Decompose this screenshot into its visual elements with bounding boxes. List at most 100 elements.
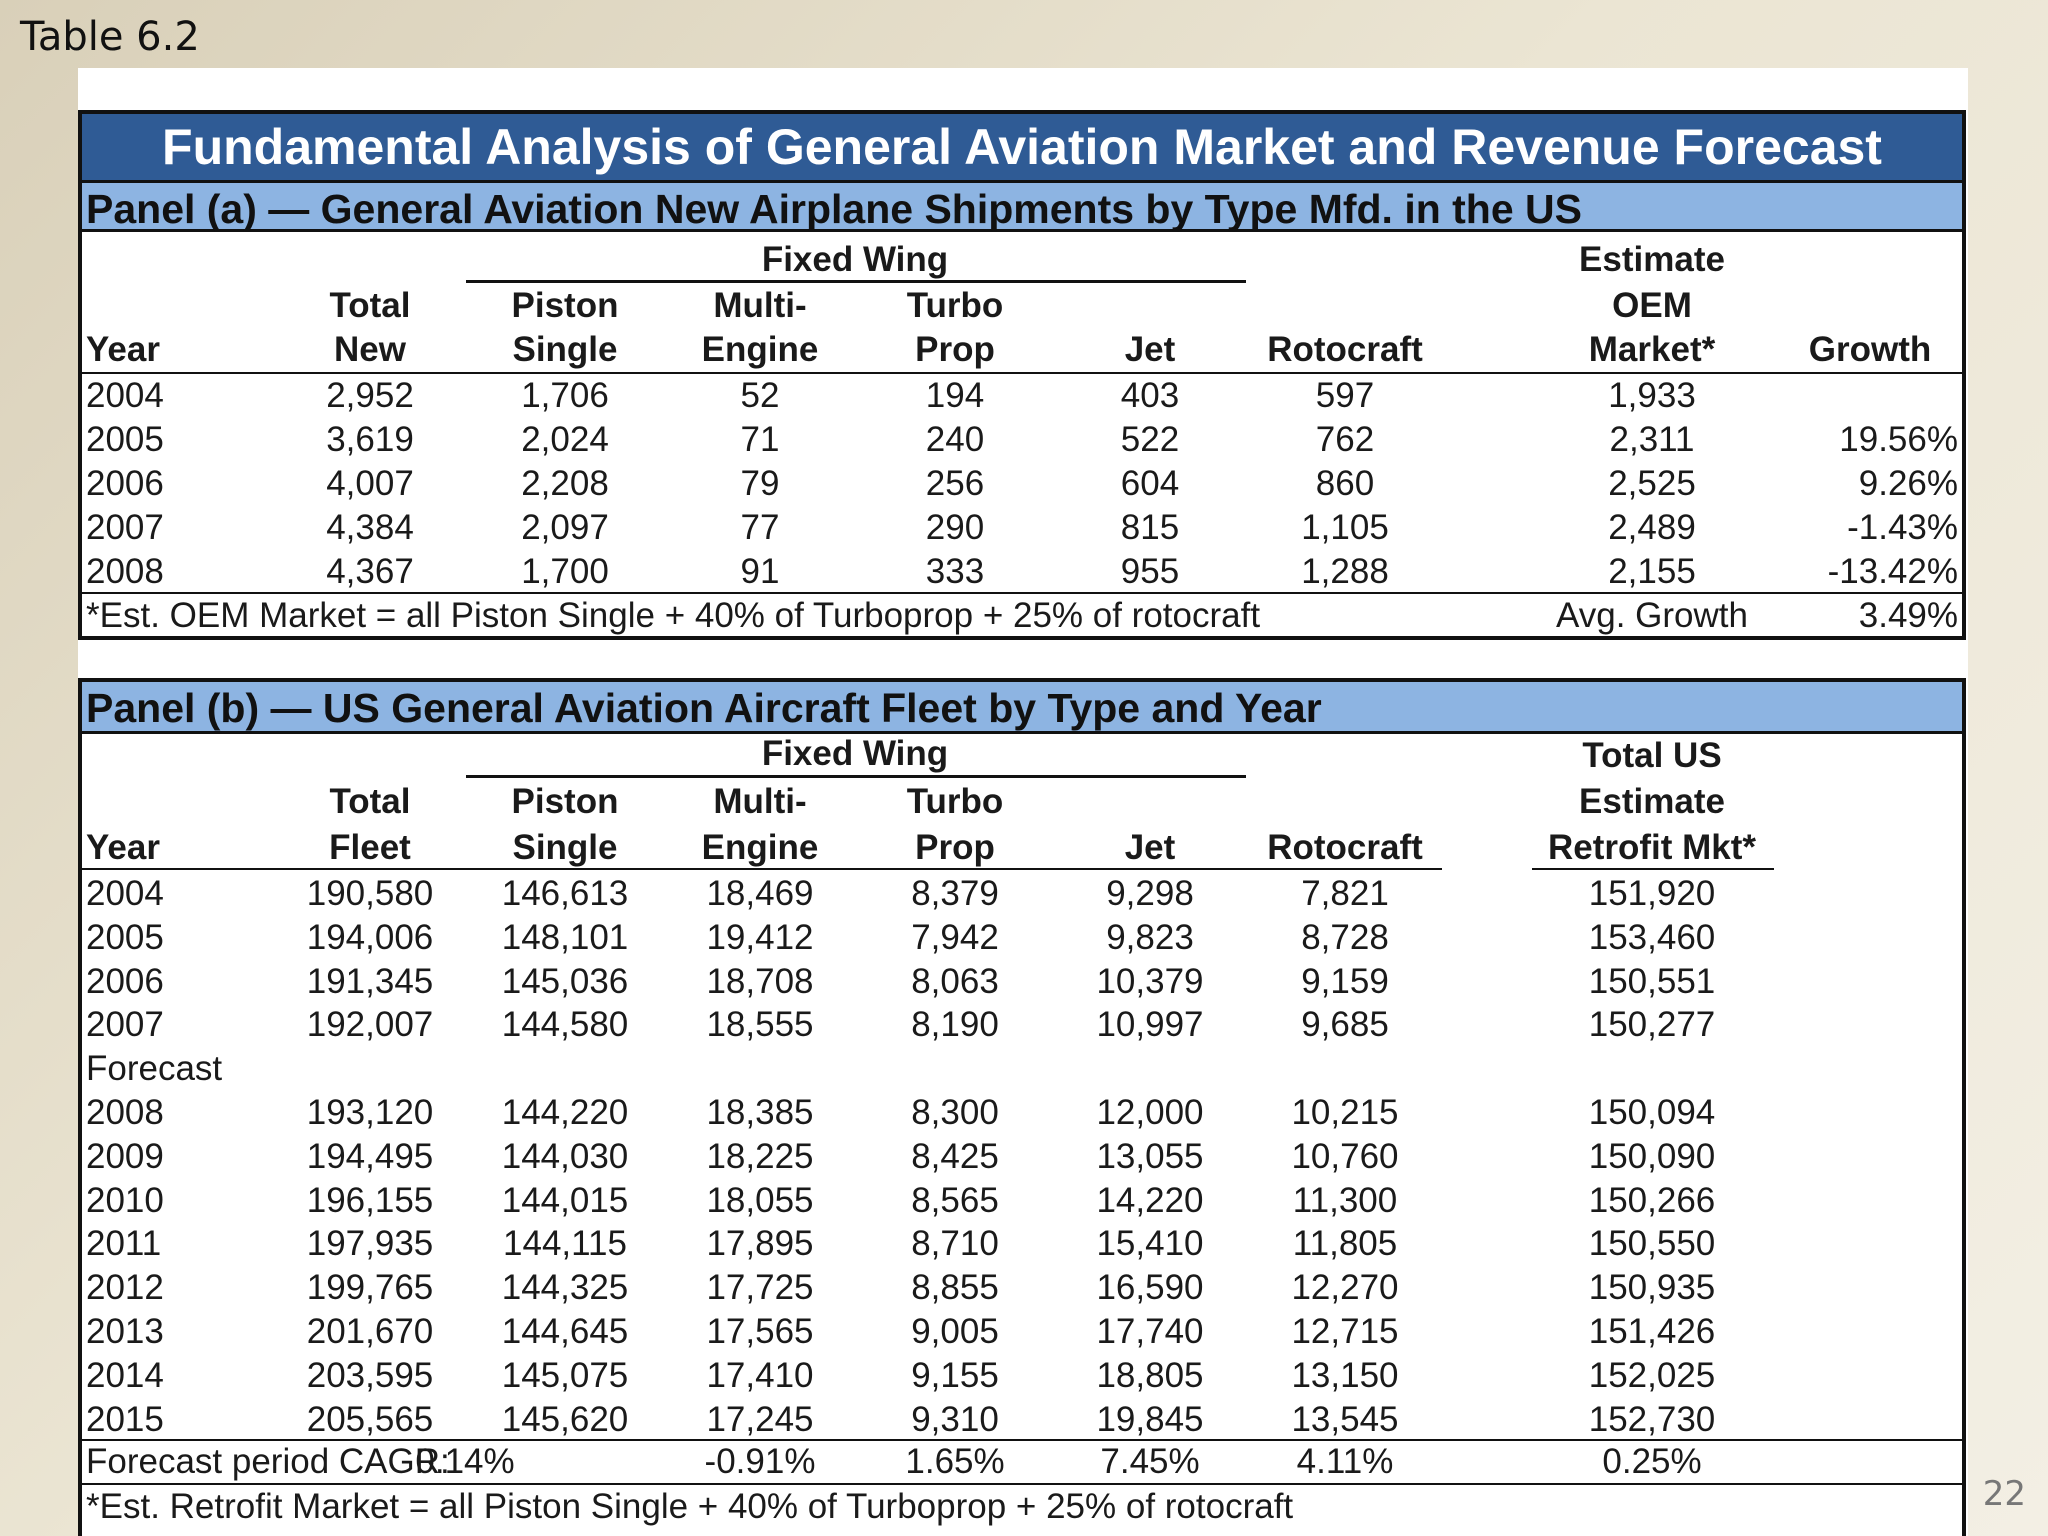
- table-cell: 1,288: [1301, 552, 1389, 591]
- table-cell: 256: [925, 464, 985, 503]
- table-cell: 145,036: [501, 961, 629, 1001]
- slide-label: Table 6.2: [20, 14, 200, 60]
- panel-a-heading: Panel (a) — General Aviation New Airplan…: [82, 180, 1962, 232]
- table-cell: 91: [740, 552, 780, 591]
- table-cell: 17,245: [706, 1399, 814, 1439]
- col-header-multi-1: Multi-: [713, 286, 807, 325]
- table-cell: 10,997: [1096, 1005, 1204, 1045]
- col-header-turbo-b-1: Turbo: [906, 782, 1004, 821]
- table-cell: 18,708: [706, 961, 814, 1001]
- table-cell: 17,725: [706, 1268, 814, 1308]
- row-year: 2008: [86, 1093, 164, 1132]
- table-cell: 12,270: [1291, 1268, 1399, 1308]
- table-cell: 150,935: [1588, 1268, 1716, 1308]
- cagr-label: Forecast period CAGR:: [86, 1442, 450, 1481]
- table-cell: 240: [925, 420, 985, 459]
- table-cell: 148,101: [501, 917, 629, 957]
- col-header-roto-b-2: Rotocraft: [1267, 828, 1423, 867]
- col-header-oem-3: Market*: [1588, 330, 1716, 369]
- table-cell: 2,525: [1608, 464, 1696, 503]
- row-year: 2007: [86, 508, 164, 547]
- table-cell: 145,620: [501, 1399, 629, 1439]
- panel-b-cagr-rule: [82, 1439, 1962, 1441]
- table-cell: 18,805: [1096, 1355, 1204, 1395]
- col-header-turbo-2: Prop: [915, 330, 995, 369]
- table-title: Fundamental Analysis of General Aviation…: [82, 114, 1962, 180]
- row-growth: [1718, 374, 1958, 418]
- avg-growth-label: Avg. Growth: [1556, 596, 1748, 635]
- table-cell: 150,094: [1588, 1093, 1716, 1132]
- table-cell: 150,277: [1588, 1005, 1716, 1045]
- col-header-piston-b-1: Piston: [511, 782, 619, 821]
- table-cell: 2,024: [521, 420, 609, 459]
- table-cell: 9,005: [911, 1312, 999, 1351]
- page-number: 22: [1982, 1474, 2026, 1514]
- table-cell: 8,565: [911, 1180, 999, 1220]
- row-growth: 9.26%: [1858, 464, 1958, 503]
- table-cell: 11,300: [1292, 1180, 1398, 1220]
- table-cell: 14,220: [1096, 1180, 1204, 1220]
- table-cell: 8,063: [911, 961, 999, 1001]
- table-cell: 1,105: [1301, 508, 1389, 547]
- table-cell: 8,300: [911, 1093, 999, 1132]
- table-cell: 144,580: [501, 1005, 629, 1045]
- table-cell: 194,006: [306, 917, 434, 957]
- table-cell: 762: [1315, 420, 1375, 459]
- table-cell: 19,412: [706, 917, 814, 957]
- row-growth: -1.43%: [1847, 508, 1958, 547]
- table-cell: 290: [925, 508, 985, 547]
- fixed-wing-underline-b: [466, 775, 1246, 778]
- table-cell: 18,555: [706, 1005, 814, 1045]
- table-cell: 17,895: [706, 1224, 814, 1264]
- col-header-jet-b-2: Jet: [1124, 828, 1176, 867]
- table-cell: 17,565: [706, 1312, 814, 1351]
- col-header-multi-2: Engine: [701, 330, 819, 369]
- row-year: 2010: [86, 1180, 164, 1220]
- table-cell: 18,225: [706, 1136, 814, 1176]
- row-year: 2007: [86, 1005, 164, 1045]
- table-cell: 194: [925, 376, 985, 415]
- row-year: 2011: [86, 1224, 162, 1264]
- table-cell: 150,266: [1588, 1180, 1716, 1220]
- table-cell: 955: [1120, 552, 1180, 591]
- table-cell: 604: [1120, 464, 1180, 503]
- table-cell: 2,311: [1609, 420, 1695, 459]
- table-cell: 205,565: [306, 1399, 434, 1439]
- table-cell: 13,055: [1096, 1136, 1204, 1176]
- table-cell: 201,670: [306, 1312, 434, 1351]
- col-header-oem-2: OEM: [1612, 286, 1692, 325]
- table-cell: 7,821: [1301, 874, 1389, 913]
- row-growth: 19.56%: [1839, 420, 1958, 459]
- col-header-year: Year: [86, 330, 160, 369]
- col-header-piston-2: Single: [512, 330, 618, 369]
- col-header-turbo-b-2: Prop: [915, 828, 995, 867]
- row-year: 2009: [86, 1136, 164, 1176]
- col-header-year-b: Year: [86, 828, 160, 867]
- panel-b-footer-rule: [82, 1483, 1962, 1485]
- table-cell: 197,935: [306, 1224, 434, 1264]
- fixed-wing-header: Fixed Wing: [761, 240, 949, 279]
- table-cell: 191,345: [306, 961, 434, 1001]
- cagr-value: 7.45%: [1100, 1442, 1200, 1481]
- table-cell: 333: [925, 552, 985, 591]
- col-header-retrofit-3: Retrofit Mkt*: [1547, 828, 1757, 867]
- col-header-turbo-1: Turbo: [906, 286, 1004, 325]
- table-cell: 18,055: [706, 1180, 814, 1220]
- table-cell: 77: [740, 508, 780, 547]
- table-cell: 2,489: [1608, 508, 1696, 547]
- table-cell: 12,715: [1291, 1312, 1399, 1351]
- table-cell: 8,855: [911, 1268, 999, 1308]
- table-cell: 150,090: [1588, 1136, 1716, 1176]
- table-cell: 2,155: [1608, 552, 1696, 591]
- table-cell: 144,325: [501, 1268, 629, 1308]
- table-cell: 71: [740, 420, 780, 459]
- row-year: 2005: [86, 917, 164, 957]
- table-cell: 203,595: [306, 1355, 434, 1395]
- col-header-multi-b-2: Engine: [701, 828, 819, 867]
- table-cell: 144,030: [501, 1136, 629, 1176]
- row-growth: -13.42%: [1827, 552, 1958, 591]
- table-cell: 144,220: [501, 1093, 629, 1132]
- fixed-wing-underline: [466, 280, 1246, 283]
- table-cell: 16,590: [1096, 1268, 1204, 1308]
- col-header-growth: Growth: [1808, 330, 1932, 369]
